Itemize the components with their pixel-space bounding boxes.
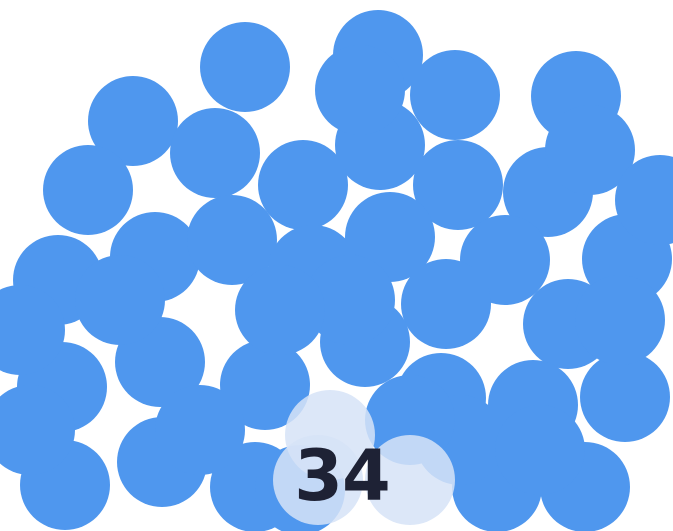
dot[interactable] bbox=[200, 22, 290, 112]
dot[interactable] bbox=[410, 50, 500, 140]
dot[interactable] bbox=[315, 45, 405, 135]
dot[interactable] bbox=[170, 108, 260, 198]
dot[interactable] bbox=[43, 145, 133, 235]
dot[interactable] bbox=[155, 385, 245, 475]
dot[interactable] bbox=[401, 259, 491, 349]
dot[interactable] bbox=[575, 275, 665, 365]
dot[interactable] bbox=[495, 405, 585, 495]
dot[interactable] bbox=[235, 265, 325, 355]
dot-selected[interactable] bbox=[365, 435, 455, 525]
dot[interactable] bbox=[0, 385, 75, 475]
dot[interactable] bbox=[258, 140, 348, 230]
dot-selected[interactable] bbox=[273, 435, 363, 525]
dot[interactable] bbox=[75, 255, 165, 345]
dot[interactable] bbox=[580, 352, 670, 442]
